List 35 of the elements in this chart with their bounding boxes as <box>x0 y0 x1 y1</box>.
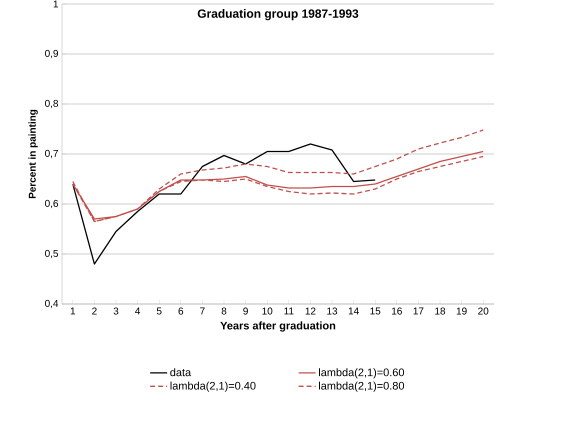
line-series <box>72 143 376 265</box>
y-tick-label: 0,7 <box>45 150 58 158</box>
x-axis-title: Years after graduation <box>220 321 336 332</box>
chart-title: Graduation group 1987-1993 <box>198 9 358 20</box>
x-tick-label: 9 <box>243 308 248 315</box>
legend-label: data <box>170 368 192 376</box>
x-tick-label: 3 <box>114 308 118 315</box>
y-axis-title: Percent in painting <box>28 110 38 198</box>
x-tick-label: 14 <box>348 308 359 314</box>
x-tick-label: 17 <box>414 308 424 314</box>
legend-label: lambda(2,1)=0.40 <box>170 382 256 392</box>
y-tick-label: 0,5 <box>45 250 58 258</box>
y-tick-label: 1 <box>54 0 58 8</box>
x-tick-label: 11 <box>284 308 294 314</box>
legend-label: lambda(2,1)=0.80 <box>319 382 404 392</box>
x-tick-label: 13 <box>327 308 338 315</box>
y-tick-label: 0,4 <box>45 300 58 308</box>
y-tick-label: 0,8 <box>45 100 58 108</box>
x-tick-label: 6 <box>178 308 184 315</box>
x-tick-label: 15 <box>370 308 380 314</box>
x-tick-label: 5 <box>156 308 162 314</box>
x-tick-label: 7 <box>200 308 205 314</box>
x-tick-label: 19 <box>456 308 467 315</box>
y-tick-label: 0,9 <box>45 50 58 58</box>
x-tick-label: 1 <box>70 308 76 314</box>
x-tick-label: 4 <box>135 308 140 314</box>
x-tick-label: 10 <box>262 308 272 315</box>
x-tick-label: 20 <box>478 308 488 315</box>
x-tick-label: 16 <box>392 308 402 315</box>
x-tick-label: 12 <box>306 308 316 314</box>
legend-label: lambda(2,1)=0.60 <box>319 368 404 378</box>
x-tick-label: 2 <box>92 308 97 314</box>
x-tick-label: 18 <box>435 308 446 315</box>
x-tick-label: 8 <box>222 308 226 315</box>
y-tick-label: 0,6 <box>45 200 58 208</box>
